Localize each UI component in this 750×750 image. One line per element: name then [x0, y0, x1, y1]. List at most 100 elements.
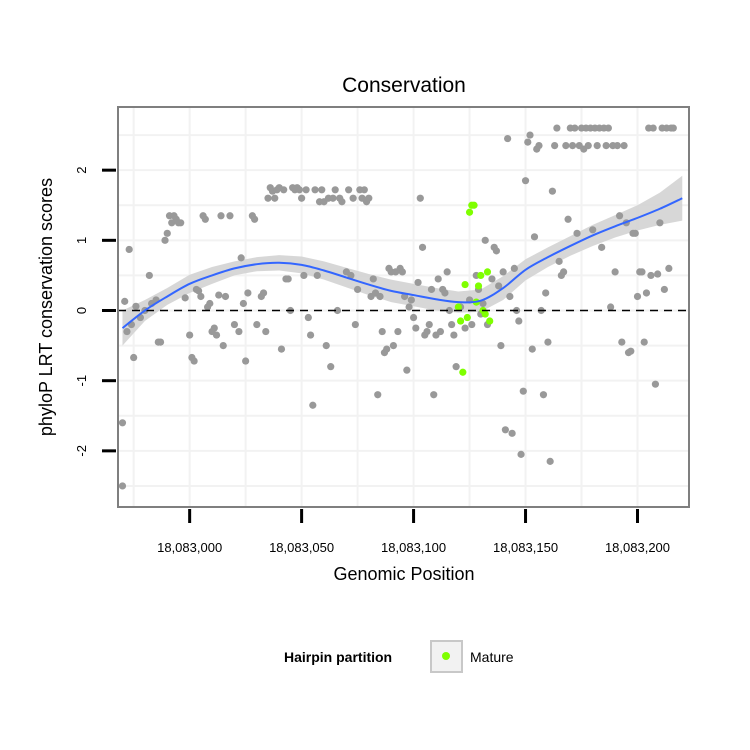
point-other: [633, 292, 642, 301]
point-other: [560, 268, 568, 276]
point-other: [280, 186, 288, 194]
point-mature: [459, 368, 467, 376]
point-other: [656, 219, 664, 227]
legend-title: Hairpin partition: [284, 649, 392, 665]
point-other: [412, 324, 420, 332]
x-tick-label: 18,083,150: [493, 540, 558, 555]
point-other: [181, 294, 189, 302]
point-other: [517, 450, 525, 458]
y-tick-label: -2: [74, 445, 89, 457]
y-axis: -2 -1 0 1 2: [74, 167, 116, 457]
point-other: [130, 353, 138, 362]
point-other: [306, 331, 315, 339]
point-other: [651, 380, 660, 388]
point-other: [201, 215, 209, 223]
point-other: [604, 124, 612, 132]
grid: [118, 107, 689, 507]
point-other: [237, 254, 245, 262]
point-other: [253, 320, 261, 329]
point-other: [461, 324, 469, 332]
point-other: [186, 331, 194, 339]
point-other: [504, 134, 512, 143]
legend: Hairpin partition Mature: [284, 640, 514, 673]
point-other: [219, 341, 227, 350]
x-tick-label: 18,083,200: [605, 540, 670, 555]
point-other: [602, 141, 610, 150]
point-other: [365, 194, 373, 202]
point-other: [353, 285, 362, 294]
point-other: [125, 245, 133, 254]
point-other: [555, 257, 563, 265]
point-other: [468, 320, 476, 329]
scatter-points: [118, 124, 677, 490]
point-other: [427, 285, 436, 294]
point-other: [163, 229, 171, 237]
smooth-line: [121, 197, 683, 329]
y-tick-label: -1: [74, 375, 89, 387]
point-other: [177, 219, 185, 227]
point-other: [277, 345, 286, 353]
loess-line: [121, 197, 683, 329]
legend-label-mature: Mature: [470, 649, 514, 665]
y-tick-label: 1: [74, 237, 89, 244]
point-other: [539, 391, 548, 399]
point-mature: [454, 303, 462, 311]
point-other: [548, 187, 557, 195]
point-other: [535, 141, 543, 150]
point-other: [528, 345, 536, 353]
point-other: [369, 275, 377, 283]
point-other: [492, 247, 501, 255]
point-other: [571, 124, 579, 132]
point-other: [542, 289, 550, 297]
point-other: [611, 268, 619, 276]
point-mature: [481, 310, 489, 318]
point-other: [221, 292, 230, 301]
point-mature: [486, 317, 494, 325]
point-other: [338, 198, 346, 206]
point-other: [398, 268, 406, 276]
point-other: [414, 278, 422, 287]
point-other: [649, 124, 657, 132]
point-other: [405, 303, 413, 311]
point-other: [620, 141, 628, 150]
point-other: [313, 271, 321, 280]
point-other: [322, 341, 330, 350]
point-other: [271, 194, 279, 202]
point-other: [259, 289, 268, 297]
point-other: [389, 341, 398, 350]
point-mature: [474, 282, 483, 290]
point-other: [300, 271, 308, 280]
point-other: [589, 226, 597, 234]
point-other: [584, 141, 592, 150]
chart-title: Conservation: [342, 74, 466, 97]
y-tick-label: 0: [74, 307, 89, 314]
point-other: [515, 317, 523, 325]
point-other: [145, 271, 153, 280]
point-other: [615, 212, 624, 220]
point-other: [573, 229, 581, 237]
point-other: [669, 124, 677, 132]
point-other: [551, 141, 559, 150]
point-mature: [463, 313, 471, 322]
point-other: [345, 186, 353, 194]
point-mature: [465, 208, 474, 216]
point-other: [217, 212, 225, 220]
point-other: [226, 212, 234, 220]
point-other: [215, 291, 223, 299]
point-other: [123, 327, 131, 336]
point-other: [562, 141, 570, 150]
point-mature: [457, 317, 465, 325]
point-other: [654, 270, 662, 278]
point-other: [333, 306, 342, 315]
point-other: [295, 186, 303, 194]
point-other: [378, 327, 386, 336]
point-other: [118, 419, 127, 427]
y-axis-title: phyloP LRT conservation scores: [36, 178, 56, 436]
point-other: [360, 186, 368, 194]
point-other: [304, 313, 312, 322]
point-other: [230, 320, 239, 329]
point-other: [403, 366, 411, 374]
point-other: [383, 345, 391, 353]
point-other: [510, 264, 518, 273]
